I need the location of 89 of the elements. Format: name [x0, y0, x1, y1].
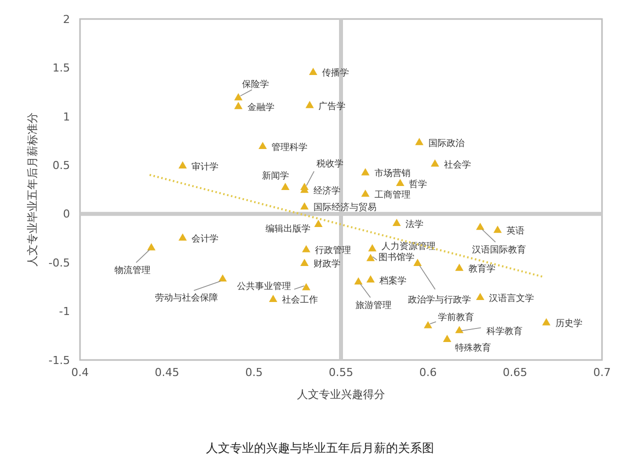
- x-tick-label: 0.7: [593, 366, 611, 379]
- point: [361, 190, 370, 197]
- data-label: 公共事业管理: [237, 281, 292, 292]
- x-tick-label: 0.5: [245, 366, 263, 379]
- point: [178, 161, 187, 169]
- data-label: 图书馆学: [378, 252, 415, 263]
- data-label: 哲学: [409, 178, 428, 190]
- point: [300, 258, 309, 266]
- data-label: 旅游管理: [355, 300, 392, 312]
- data-label: 编辑出版学: [265, 224, 310, 235]
- point: [366, 254, 375, 262]
- data-label: 广告学: [318, 100, 346, 112]
- y-tick-label: 0: [63, 208, 70, 221]
- point: [361, 168, 370, 176]
- point: [309, 68, 318, 75]
- x-tick-label: 0.6: [419, 366, 437, 379]
- x-tick-label: 0.4: [71, 366, 89, 379]
- data-label: 劳动与社会保障: [155, 292, 218, 304]
- point: [392, 218, 401, 226]
- x-tick-label: 0.55: [328, 366, 354, 379]
- point: [306, 100, 314, 108]
- point: [366, 275, 375, 283]
- point: [455, 326, 464, 334]
- data-label: 科学教育: [486, 326, 522, 337]
- point: [493, 226, 502, 233]
- data-label: 市场营销: [374, 168, 410, 180]
- point: [234, 102, 242, 110]
- point: [147, 243, 156, 250]
- data-label: 档案学: [378, 275, 407, 286]
- data-label: 法学: [406, 218, 424, 230]
- data-label: 金融学: [247, 102, 274, 113]
- point: [268, 294, 278, 302]
- data-label: 工商管理: [374, 190, 410, 201]
- point: [281, 182, 290, 190]
- y-tick-label: 1: [63, 110, 70, 124]
- data-label: 经济学: [313, 186, 340, 197]
- data-label: 国际政治: [428, 138, 464, 149]
- point: [354, 277, 363, 284]
- point: [218, 274, 227, 282]
- data-label: 政治学与行政学: [408, 294, 472, 306]
- data-label: 国际经济与贸易: [313, 202, 376, 214]
- data-label: 行政管理: [315, 245, 352, 256]
- data-label: 汉语言文学: [489, 292, 534, 304]
- point: [302, 283, 310, 290]
- point: [300, 202, 309, 210]
- y-tick-label: 2: [63, 12, 70, 26]
- data-label: 社会学: [444, 159, 471, 170]
- point: [430, 159, 440, 167]
- point: [455, 264, 464, 271]
- y-tick-label: 1.5: [52, 62, 70, 75]
- point: [476, 292, 484, 300]
- point: [178, 233, 187, 241]
- data-label: 教育学: [468, 264, 496, 275]
- data-label: 汉语国际教育: [472, 244, 526, 256]
- point: [442, 334, 452, 342]
- point: [234, 93, 242, 100]
- data-label: 保险学: [242, 79, 269, 90]
- point: [302, 245, 310, 252]
- point: [314, 220, 323, 227]
- data-label: 新闻学: [262, 170, 289, 182]
- point: [424, 321, 432, 328]
- data-label: 英语: [506, 226, 525, 237]
- data-label: 传播学: [322, 68, 350, 79]
- x-tick-label: 0.45: [154, 366, 180, 379]
- data-label: 审计学: [192, 161, 219, 172]
- data-label: 财政学: [313, 258, 340, 270]
- point: [415, 138, 424, 146]
- text: 人文专业的兴趣与毕业五年后月薪的关系图: [206, 441, 434, 455]
- y-tick-label: -0.5: [48, 256, 70, 270]
- y-tick-label: -1.5: [48, 354, 70, 367]
- point: [396, 178, 404, 186]
- point: [368, 244, 376, 252]
- point: [413, 258, 422, 266]
- data-label: 物流管理: [114, 265, 150, 276]
- data-label: 历史学: [555, 318, 582, 330]
- point: [476, 222, 484, 230]
- y-tick-label: -1: [59, 305, 70, 318]
- point: [542, 318, 550, 326]
- data-label: 学前教育: [438, 312, 474, 324]
- data-label: 社会工作: [282, 294, 318, 306]
- data-label: 税收学: [316, 158, 344, 170]
- data-label: 管理科学: [272, 142, 308, 153]
- point: [258, 142, 267, 150]
- data-label: 特殊教育: [455, 342, 492, 354]
- y-axis-title: 人文专业毕业五年后月薪标准分: [26, 112, 39, 266]
- data-label: 会计学: [192, 233, 219, 244]
- x-axis-title: 人文专业兴趣得分: [297, 388, 385, 401]
- x-tick-label: 0.65: [502, 366, 528, 379]
- y-tick-label: 0.5: [52, 158, 70, 172]
